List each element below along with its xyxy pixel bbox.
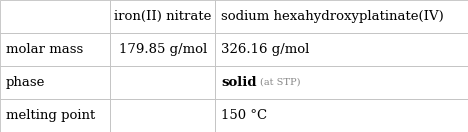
Bar (110, 33, 215, 66)
Text: sodium hexahydroxyplatinate(IV): sodium hexahydroxyplatinate(IV) (221, 10, 444, 23)
Bar (110, 99, 215, 132)
Bar (215, 99, 468, 132)
Bar (215, 0, 468, 33)
Text: 150 °C: 150 °C (221, 109, 267, 122)
Text: 179.85 g/mol: 179.85 g/mol (118, 43, 207, 56)
Bar (110, 66, 215, 99)
Bar (215, 33, 468, 66)
Bar (0, 33, 110, 66)
Text: 326.16 g/mol: 326.16 g/mol (221, 43, 309, 56)
Bar (215, 66, 468, 99)
Text: iron(II) nitrate: iron(II) nitrate (114, 10, 212, 23)
Text: molar mass: molar mass (6, 43, 83, 56)
Bar (0, 0, 110, 33)
Text: phase: phase (6, 76, 45, 89)
Bar (110, 0, 215, 33)
Text: melting point: melting point (6, 109, 95, 122)
Text: (at STP): (at STP) (260, 78, 300, 87)
Bar (0, 66, 110, 99)
Text: solid: solid (221, 76, 256, 89)
Bar (0, 99, 110, 132)
